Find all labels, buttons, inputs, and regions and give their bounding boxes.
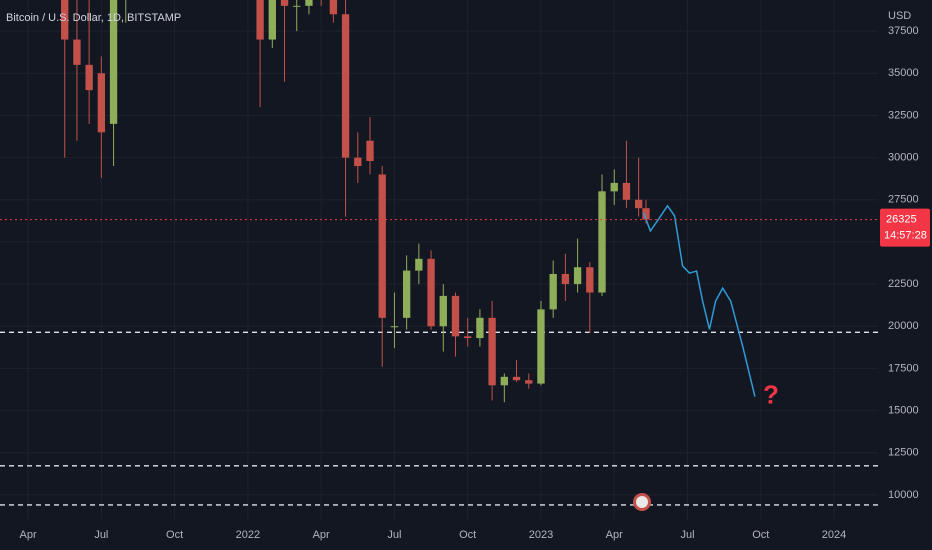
candle-body (512, 376, 521, 381)
candle-body (329, 0, 338, 15)
y-tick-label: 17500 (888, 362, 919, 374)
x-tick-label: 2023 (529, 529, 553, 541)
chart-title: Bitcoin / U.S. Dollar, 1D, BITSTAMP (6, 12, 181, 24)
y-tick-label: 20000 (888, 320, 919, 332)
candle-body (97, 73, 106, 133)
plot (0, 0, 878, 506)
candle-body (390, 326, 399, 328)
x-tick-label: Oct (166, 529, 183, 541)
candle-body (256, 0, 264, 40)
x-tick-label: Oct (752, 529, 769, 541)
x-tick-label: Jul (680, 529, 694, 541)
projection-line (642, 204, 756, 397)
price-tag (880, 208, 930, 247)
candle-body (500, 376, 508, 386)
price-tag-value: 26325 (886, 213, 917, 225)
candle-body (642, 208, 650, 220)
candle-body (561, 273, 570, 285)
x-tick-label: Oct (459, 529, 476, 541)
candle-body (439, 295, 447, 327)
candle-body (402, 270, 411, 318)
annotation: ? (763, 379, 779, 409)
candle-body (573, 267, 582, 285)
candle-body (464, 336, 472, 339)
candle-body (610, 182, 618, 192)
candle-body (366, 140, 374, 161)
x-tick-label: 2024 (822, 529, 846, 541)
y-tick-label: 15000 (888, 404, 919, 416)
grid (0, 0, 878, 520)
candle-body (634, 199, 643, 209)
candle-body (354, 157, 362, 167)
currency-label: USD (888, 10, 911, 22)
x-tick-label: 2022 (236, 529, 260, 541)
x-tick-label: Jul (387, 529, 401, 541)
candle-body (293, 5, 301, 7)
candle-body (415, 258, 423, 271)
y-tick-label: 22500 (888, 278, 919, 290)
candle-body (549, 273, 557, 310)
x-tick-label: Apr (20, 529, 37, 541)
y-tick-label: 37500 (888, 25, 919, 37)
candle-body (622, 182, 631, 200)
y-tick-label: 12500 (888, 447, 919, 459)
candle-body (61, 0, 69, 40)
y-tick-label: 32500 (888, 109, 919, 121)
candle-body (85, 64, 93, 91)
candle-body (598, 191, 606, 293)
candle-body (73, 39, 81, 65)
y-tick-label: 35000 (888, 67, 919, 79)
candle-body (488, 317, 496, 386)
candle-body (378, 174, 386, 318)
candle-body (476, 317, 484, 339)
x-tick-label: Apr (606, 529, 623, 541)
candle-body (525, 380, 533, 384)
candle-body (341, 14, 350, 158)
candle-body (280, 0, 289, 6)
y-tick-label: 30000 (888, 152, 919, 164)
candle-body (451, 295, 460, 337)
candle-body (586, 267, 594, 293)
candle-body (268, 0, 276, 40)
candle-body (305, 0, 313, 6)
price-tag-countdown: 14:57:28 (884, 229, 927, 241)
volume-icon (633, 493, 651, 511)
x-tick-label: Jul (94, 529, 108, 541)
y-tick-label: 27500 (888, 194, 919, 206)
candle-body (109, 0, 118, 124)
candle-body (537, 309, 545, 384)
candle-body (427, 258, 435, 327)
x-tick-label: Apr (313, 529, 330, 541)
y-tick-label: 10000 (888, 489, 919, 501)
